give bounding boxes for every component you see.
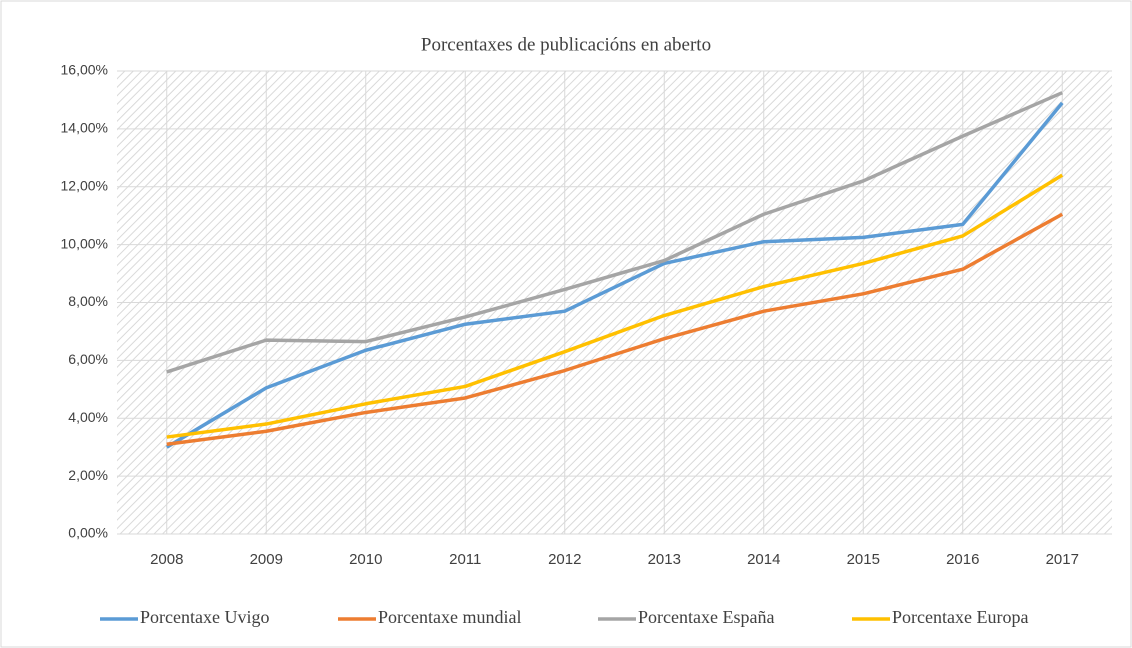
y-tick-label: 6,00%: [68, 351, 108, 367]
x-tick-label: 2017: [1046, 551, 1079, 568]
y-tick-label: 14,00%: [61, 120, 108, 136]
x-tick-label: 2008: [150, 551, 183, 568]
chart-title: Porcentaxes de publicacións en aberto: [421, 34, 711, 55]
series-line: [166, 173, 1064, 439]
y-tick-label: 4,00%: [68, 409, 108, 425]
x-tick-label: 2011: [449, 551, 481, 568]
x-tick-label: 2013: [648, 551, 681, 568]
x-tick-label: 2015: [847, 551, 880, 568]
legend-label: Porcentaxe Uvigo: [140, 607, 269, 627]
x-tick-label: 2016: [946, 551, 979, 568]
y-tick-label: 10,00%: [61, 235, 108, 251]
series-line: [166, 212, 1064, 447]
y-tick-label: 0,00%: [68, 525, 108, 541]
x-tick-label: 2010: [349, 551, 382, 568]
y-tick-label: 12,00%: [61, 177, 108, 193]
legend-label: Porcentaxe España: [638, 607, 774, 627]
x-tick-label: 2012: [548, 551, 581, 568]
series-line: [165, 101, 1064, 449]
y-tick-label: 8,00%: [68, 293, 108, 309]
legend-label: Porcentaxe Europa: [892, 607, 1028, 627]
y-tick-label: 16,00%: [61, 62, 108, 78]
x-tick-label: 2009: [250, 551, 283, 568]
x-tick-label: 2014: [747, 551, 780, 568]
series-line: [166, 91, 1063, 374]
y-tick-label: 2,00%: [68, 467, 108, 483]
legend-label: Porcentaxe mundial: [378, 607, 521, 627]
